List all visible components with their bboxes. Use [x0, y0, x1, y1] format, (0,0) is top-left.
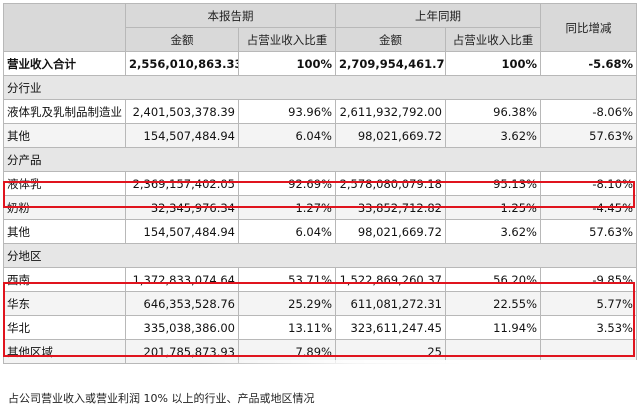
- table-row: 西南 1,372,833,074.64 53.71% 1,522,869,260.37…: [3, 267, 637, 292]
- cell-yoy: 3.53%: [540, 315, 637, 340]
- cell-yoy: -8.06%: [540, 99, 637, 124]
- cell-yoy: -8.10%: [540, 171, 637, 196]
- header-prev-share: 占营业收入比重: [445, 27, 541, 52]
- table-row: 华东 646,353,528.76 25.29% 611,081,272.31 22.5…: [3, 291, 637, 316]
- header-prev-amount: 金额: [335, 27, 446, 52]
- total-row: 营业收入合计 2,556,010,863.33 100% 2,709,954,4…: [3, 51, 637, 76]
- cell-prev-share: 95.13%: [445, 171, 541, 196]
- cell-yoy: -4.45%: [540, 195, 637, 220]
- row-label: 奶粉: [3, 195, 126, 220]
- cell-cur-amount: 335,038,386.00: [125, 315, 239, 340]
- cell-cur-share: 13.11%: [238, 315, 336, 340]
- cell-cur-amount: 1,372,833,074.64: [125, 267, 239, 292]
- table-row: 其他 154,507,484.94 6.04% 98,021,669.72 3.62% 5…: [3, 123, 637, 148]
- row-label: 华东: [3, 291, 126, 316]
- cell-cur-amount: 32,345,976.34: [125, 195, 239, 220]
- cell-prev-amount: 1,522,869,260.37: [335, 267, 446, 292]
- cell-yoy: 57.63%: [540, 219, 637, 244]
- total-yoy: -5.68%: [540, 51, 637, 76]
- cell-prev-share: 56.20%: [445, 267, 541, 292]
- cell-prev-amount: 611,081,272.31: [335, 291, 446, 316]
- cell-cur-share: 25.29%: [238, 291, 336, 316]
- section-header-row: 分行业: [3, 75, 637, 100]
- header-prior-period: 上年同期: [335, 3, 541, 28]
- section-header-row: 分地区: [3, 243, 637, 268]
- cell-cur-amount: 154,507,484.94: [125, 123, 239, 148]
- total-cur-amount: 2,556,010,863.33: [125, 51, 239, 76]
- cell-cur-share: 93.96%: [238, 99, 336, 124]
- row-label: 液体乳: [3, 171, 126, 196]
- cell-yoy: [540, 339, 637, 364]
- table-row: 液体乳及乳制品制造业 2,401,503,378.39 93.96% 2,611,93…: [3, 99, 637, 124]
- cell-prev-share: 11.94%: [445, 315, 541, 340]
- cell-prev-amount: 323,611,247.45: [335, 315, 446, 340]
- cell-yoy: 5.77%: [540, 291, 637, 316]
- total-prev-share: 100%: [445, 51, 541, 76]
- table-row: 奶粉 32,345,976.34 1.27% 33,852,712.82 1.25% -4…: [3, 195, 637, 220]
- row-label: 液体乳及乳制品制造业: [3, 99, 126, 124]
- cell-yoy: -9.85%: [540, 267, 637, 292]
- total-prev-amount: 2,709,954,461.72: [335, 51, 446, 76]
- footnote: 占公司营业收入或营业利润 10% 以上的行业、产品或地区情况: [8, 392, 315, 405]
- cell-cur-amount: 2,369,157,402.05: [125, 171, 239, 196]
- cell-prev-share: 3.62%: [445, 219, 541, 244]
- cell-prev-share: 22.55%: [445, 291, 541, 316]
- table-row: 液体乳 2,369,157,402.05 92.69% 2,578,080,079.1…: [3, 171, 637, 196]
- cell-prev-amount: 98,021,669.72: [335, 123, 446, 148]
- table-row: 其他区域 201,785,873.93 7.89% 25: [3, 339, 637, 364]
- row-label: 其他: [3, 123, 126, 148]
- cell-cur-share: 1.27%: [238, 195, 336, 220]
- cell-cur-share: 6.04%: [238, 219, 336, 244]
- row-label: 西南: [3, 267, 126, 292]
- header-current-period: 本报告期: [125, 3, 336, 28]
- row-label: 其他: [3, 219, 126, 244]
- header-cur-amount: 金额: [125, 27, 239, 52]
- header-cur-share: 占营业收入比重: [238, 27, 336, 52]
- cell-cur-amount: 646,353,528.76: [125, 291, 239, 316]
- section-header-row: 分产品: [3, 147, 637, 172]
- table-row: 华北 335,038,386.00 13.11% 323,611,247.45 11.9…: [3, 315, 637, 340]
- cell-cur-share: 6.04%: [238, 123, 336, 148]
- cell-prev-share: [445, 339, 541, 364]
- faded-overlay: [200, 360, 640, 410]
- total-cur-share: 100%: [238, 51, 336, 76]
- cell-yoy: 57.63%: [540, 123, 637, 148]
- cell-cur-share: 92.69%: [238, 171, 336, 196]
- cell-cur-share: 53.71%: [238, 267, 336, 292]
- row-label: 其他区域: [3, 339, 126, 364]
- cell-prev-share: 96.38%: [445, 99, 541, 124]
- cell-cur-amount: 2,401,503,378.39: [125, 99, 239, 124]
- cell-prev-amount: 2,611,932,792.00: [335, 99, 446, 124]
- header-yoy-change: 同比增减: [540, 3, 637, 52]
- cell-prev-amount: 98,021,669.72: [335, 219, 446, 244]
- table-row: 其他 154,507,484.94 6.04% 98,021,669.72 3.62% 5…: [3, 219, 637, 244]
- cell-prev-amount: 33,852,712.82: [335, 195, 446, 220]
- row-label: 华北: [3, 315, 126, 340]
- cell-cur-amount: 154,507,484.94: [125, 219, 239, 244]
- header-blank-cell: [3, 3, 126, 52]
- total-label: 营业收入合计: [3, 51, 126, 76]
- section-title: 分地区: [3, 243, 637, 268]
- cell-prev-amount: 2,578,080,079.18: [335, 171, 446, 196]
- revenue-breakdown-table: 本报告期 上年同期 同比增减 金额 占营业收入比重 金额 占营业收入比重 营业收…: [3, 3, 637, 364]
- cell-prev-amount: 25: [335, 339, 446, 364]
- section-title: 分产品: [3, 147, 637, 172]
- cell-prev-share: 1.25%: [445, 195, 541, 220]
- section-title: 分行业: [3, 75, 637, 100]
- cell-prev-share: 3.62%: [445, 123, 541, 148]
